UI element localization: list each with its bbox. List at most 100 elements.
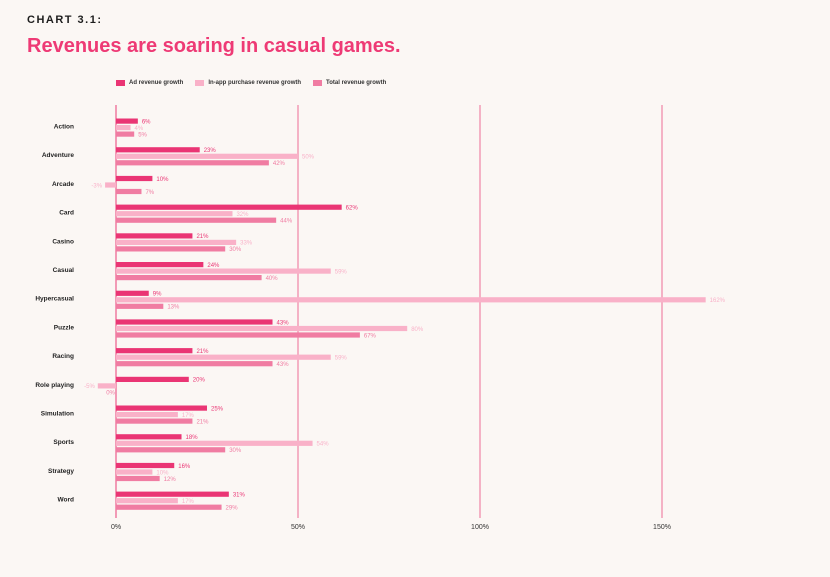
data-label: 62% — [346, 206, 359, 212]
bar-0 — [116, 434, 182, 440]
data-label: 5% — [138, 132, 147, 138]
data-label: 21% — [196, 234, 209, 240]
category-label: Hypercasual — [35, 296, 74, 303]
bar-2 — [116, 361, 273, 367]
bar-0 — [116, 405, 207, 411]
x-tick-label: 150% — [653, 524, 671, 531]
data-label: 13% — [167, 305, 180, 311]
data-label: 16% — [178, 464, 191, 470]
bar-2 — [116, 418, 193, 424]
bar-2 — [116, 275, 262, 281]
bar-1 — [116, 325, 408, 332]
category-label: Arcade — [52, 181, 74, 188]
category-label: Adventure — [42, 152, 75, 159]
bar-0 — [116, 348, 193, 354]
data-label: 54% — [317, 442, 330, 448]
data-label: 9% — [153, 292, 162, 298]
chart-title: Revenues are soaring in casual games. — [27, 35, 401, 57]
data-label: 29% — [226, 506, 239, 512]
category-label: Casino — [52, 238, 74, 245]
bar-2 — [116, 217, 277, 223]
bar-2 — [116, 246, 226, 252]
data-label: 20% — [193, 378, 206, 384]
data-label: 31% — [233, 493, 246, 499]
bar-0 — [116, 491, 229, 497]
data-label: 59% — [335, 356, 348, 362]
bar-1 — [105, 182, 116, 188]
legend-swatch-iap — [195, 80, 205, 86]
bar-2 — [116, 504, 222, 510]
data-label: 21% — [196, 349, 209, 355]
bar-0 — [116, 262, 204, 268]
category-label: Puzzle — [54, 324, 75, 331]
bar-1 — [116, 297, 706, 303]
data-label: 17% — [182, 499, 195, 505]
bar-1 — [97, 383, 116, 389]
x-tick-label: 100% — [471, 524, 489, 531]
data-label: 21% — [196, 419, 209, 425]
data-label: 24% — [207, 263, 220, 269]
data-label: 80% — [411, 327, 424, 333]
category-label: Simulation — [41, 411, 74, 418]
category-label: Sports — [53, 439, 74, 446]
data-label: 40% — [266, 276, 279, 282]
data-label: 43% — [277, 362, 290, 368]
data-label: 18% — [186, 435, 199, 441]
data-label: 17% — [182, 413, 195, 419]
bar-1 — [116, 412, 178, 418]
category-label: Casual — [53, 267, 75, 274]
bar-2 — [116, 131, 135, 137]
legend-swatch-total — [313, 80, 323, 86]
data-label: 59% — [335, 269, 348, 275]
data-label: 42% — [273, 161, 286, 167]
bar-1 — [116, 125, 131, 131]
data-label: 25% — [211, 406, 224, 412]
bar-0 — [116, 290, 149, 296]
data-label: 10% — [156, 470, 169, 476]
bar-1 — [116, 469, 153, 475]
legend-item-total: Total revenue growth — [313, 80, 386, 86]
bar-2 — [116, 332, 360, 338]
bar-1 — [116, 440, 313, 446]
bar-0 — [116, 175, 153, 182]
data-label: 30% — [229, 247, 242, 253]
category-label: Role playing — [35, 382, 74, 389]
data-label: 6% — [142, 119, 151, 125]
category-label: Action — [54, 124, 74, 131]
data-label: 0% — [106, 391, 115, 397]
bar-0 — [116, 118, 138, 124]
bar-0 — [116, 376, 189, 382]
bar-2 — [116, 160, 269, 166]
data-label: 4% — [135, 126, 144, 132]
legend-label-ad: Ad revenue growth — [129, 80, 184, 86]
data-label: 33% — [240, 241, 253, 247]
bar-0 — [116, 319, 273, 325]
bar-1 — [116, 498, 178, 504]
bar-0 — [116, 204, 342, 210]
data-label: 50% — [302, 155, 315, 161]
legend-swatch-ad — [116, 80, 125, 86]
bar-1 — [116, 268, 331, 274]
bar-0 — [116, 147, 200, 153]
data-label: 12% — [164, 477, 177, 483]
category-label: Card — [59, 210, 74, 217]
legend-label-iap: In-app purchase revenue growth — [208, 80, 302, 86]
bar-1 — [116, 239, 237, 245]
bar-1 — [116, 153, 298, 159]
bar-2 — [116, 188, 142, 195]
data-label: 30% — [229, 448, 242, 454]
chart-label: CHART 3.1: — [27, 14, 103, 26]
legend: Ad revenue growth In-app purchase revenu… — [116, 80, 386, 86]
category-label: Word — [58, 497, 75, 504]
bar-2 — [116, 447, 226, 453]
data-label: 162% — [710, 298, 726, 304]
legend-item-iap: In-app purchase revenue growth — [195, 80, 301, 86]
x-tick-label: 0% — [111, 524, 121, 531]
data-label: -5% — [84, 384, 95, 390]
bar-1 — [116, 211, 233, 217]
bar-0 — [116, 233, 193, 239]
legend-item-ad: Ad revenue growth — [116, 80, 183, 86]
data-label: -3% — [91, 183, 102, 189]
